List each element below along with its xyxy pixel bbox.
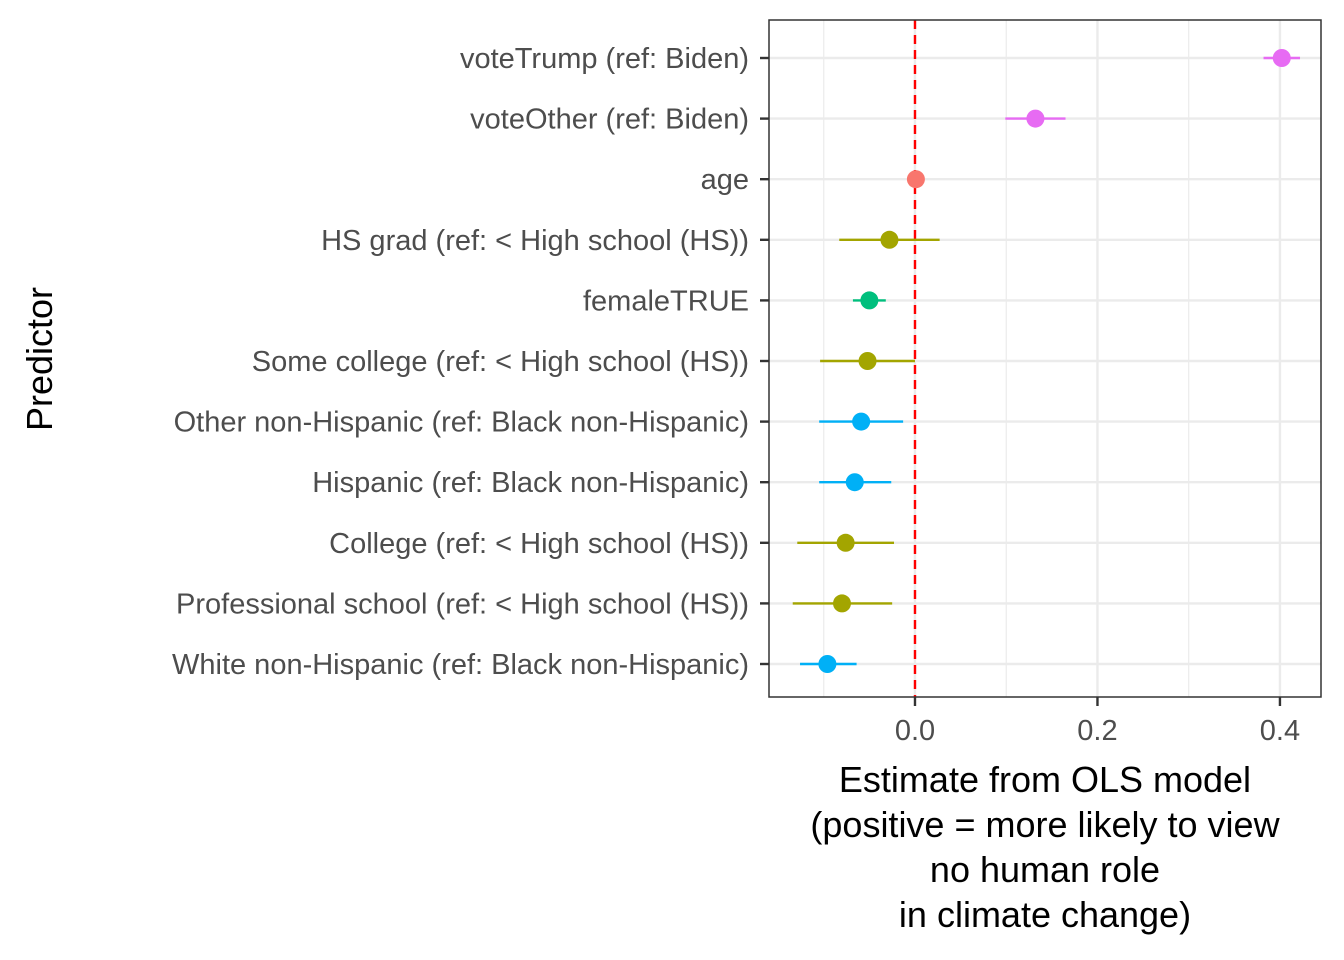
estimate-point [1272,49,1291,67]
y-axis-title: Predictor [19,287,60,431]
y-tick-label: voteTrump (ref: Biden) [460,43,749,75]
x-axis-title-line: Estimate from OLS model [839,759,1251,800]
x-axis-title: Estimate from OLS model(positive = more … [810,759,1280,935]
x-tick-label: 0.4 [1260,715,1300,747]
x-tick-label: 0.0 [895,715,935,747]
x-tick-label: 0.2 [1077,715,1117,747]
points [818,49,1291,673]
x-axis-title-line: no human role [930,849,1160,890]
estimate-point [836,533,855,552]
x-axis-title-line: in climate change) [899,894,1191,935]
y-tick-label: femaleTRUE [583,285,749,317]
estimate-point [858,352,877,370]
y-tick-label: age [701,164,749,196]
estimate-point [852,412,871,431]
grid [769,20,1321,697]
y-tick-label: College (ref: < High school (HS)) [329,528,749,560]
y-tick-label: Some college (ref: < High school (HS)) [252,346,749,378]
estimate-point [818,655,837,673]
estimate-point [860,291,879,310]
x-axis-ticks: 0.0 0.2 0.4 [895,697,1300,747]
estimate-point [1026,109,1045,128]
panel-border [768,19,1322,698]
x-axis-title-line: (positive = more likely to view [810,804,1280,845]
y-tick-label: Professional school (ref: < High school … [176,588,749,620]
y-tick-label: voteOther (ref: Biden) [470,104,749,136]
y-tick-label: White non-Hispanic (ref: Black non-Hispa… [172,649,749,681]
y-axis-ticks: voteTrump (ref: Biden) voteOther (ref: Bi… [172,43,769,681]
y-tick-label: Other non-Hispanic (ref: Black non-Hispa… [174,407,749,439]
y-tick-label: HS grad (ref: < High school (HS)) [321,225,749,257]
estimate-point [906,170,925,189]
estimate-point [880,230,899,249]
estimate-point [845,473,864,492]
estimate-point [832,594,851,613]
y-tick-label: Hispanic (ref: Black non-Hispanic) [312,467,749,499]
